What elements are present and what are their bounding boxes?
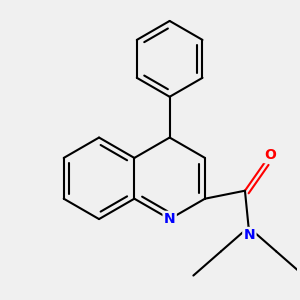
Text: N: N: [244, 228, 255, 242]
Text: O: O: [264, 148, 276, 162]
Text: N: N: [164, 212, 176, 226]
